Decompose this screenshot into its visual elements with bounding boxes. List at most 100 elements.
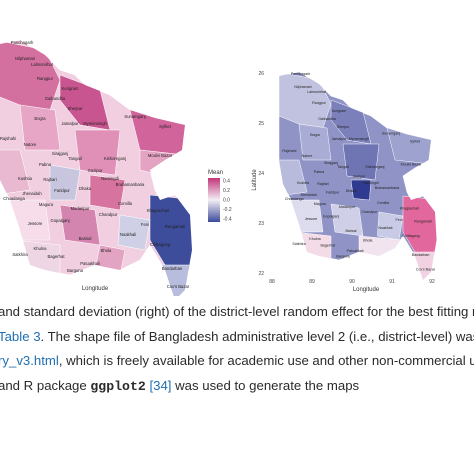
legend-tick-label: 0.2 <box>223 188 230 194</box>
district-label: Rangpur <box>312 101 327 105</box>
district-label: Satkhira <box>12 252 28 257</box>
district-label: Barisal <box>346 229 357 233</box>
district-label: Gaibandha <box>318 117 336 121</box>
url-link[interactable]: ry_v3.html <box>0 353 59 368</box>
district-label: Narsingdi <box>363 181 378 185</box>
district-label: Sunamganj <box>382 131 400 135</box>
district-label: Faridpur <box>54 188 70 193</box>
district-label: Lalmonirhat <box>307 90 326 94</box>
x-tick-label: 92 <box>429 279 435 285</box>
district-label: Gaibandha <box>45 96 66 101</box>
district-label: Jhenaidah <box>22 191 42 196</box>
legend-colorbar <box>208 178 220 222</box>
district-label: Natore <box>302 154 313 158</box>
district-label: Panchagarh <box>11 40 34 45</box>
district-label: Sirajganj <box>52 151 68 156</box>
district-label: Panchagarh <box>291 72 310 76</box>
district-label: Kushtia <box>297 181 309 185</box>
district-label: Gopalganj <box>323 215 340 219</box>
caption-text: and R package <box>0 378 91 393</box>
district-label: Bandarban <box>412 253 430 257</box>
district-label: Madaripur <box>339 205 356 209</box>
district-label: Magura <box>314 202 326 206</box>
district-label: Brahamanbaria <box>375 186 400 190</box>
district-label: Madaripur <box>71 206 90 211</box>
reference-link[interactable]: [34] <box>149 378 172 393</box>
district-label: Chandpur <box>362 210 379 214</box>
district-label: Sylhet <box>410 139 420 143</box>
x-tick-label: 88 <box>269 279 275 285</box>
district-label: Satkhira <box>292 242 305 246</box>
district-label: Jamalpur <box>61 121 79 126</box>
caption-line: and standard deviation (right) of the di… <box>0 304 474 319</box>
y-tick-label: 25 <box>258 121 264 127</box>
district-label: Rajbari <box>43 177 56 182</box>
district-label: Tangail <box>68 156 81 161</box>
y-tick-label: 24 <box>258 171 264 177</box>
district-label: Gopalganj <box>50 218 69 223</box>
legend-tick-label: 0.4 <box>223 179 230 185</box>
district-label: Magura <box>39 202 54 207</box>
district-label: Jessore <box>28 221 43 226</box>
district-label: Bagerhat <box>48 254 66 259</box>
district-label: Pabna <box>314 170 324 174</box>
district-label: Feni <box>396 218 403 222</box>
district-label: Bhola <box>101 248 112 253</box>
district-label: Jessore <box>305 217 318 221</box>
district-label: Sirajganj <box>324 161 338 165</box>
district-label: Gazipur <box>88 168 103 173</box>
caption-text: , which is freely available for academic… <box>58 353 474 368</box>
district-label: Gazipur <box>353 175 366 179</box>
legend-tick-label: -0.4 <box>223 217 232 223</box>
district-label: Sherpur <box>68 106 84 111</box>
district-label: Bandarban <box>162 266 183 271</box>
mean-map: Longitude <box>0 39 193 300</box>
district-label: Mymensingh <box>83 121 107 126</box>
district-label: Tangail <box>337 165 349 169</box>
figure: Longitude Mean 0.4 0.2 0.0 -0.2 -0.4 <box>0 39 438 300</box>
district-label: Jhenaidah <box>300 193 317 197</box>
district-label: Kushtia <box>18 176 33 181</box>
district-label: Sherpur <box>337 125 351 129</box>
x-axis-label: Longitude <box>353 287 380 293</box>
district-label: Cox's Bazar <box>167 284 190 289</box>
district-label: Lalmonirhat <box>31 62 54 67</box>
district-label: Kishoreganj <box>366 165 385 169</box>
district-label: Chittagong <box>402 234 419 238</box>
table-link[interactable]: Table 3 <box>0 329 41 344</box>
district-label: Nilphamari <box>15 56 35 61</box>
district-label: Dhaka <box>346 189 356 193</box>
district-label: Barguna <box>336 255 350 259</box>
y-axis-label: Latitude <box>252 169 258 191</box>
district-label: Barguna <box>67 268 84 273</box>
sd-map: Longitude Latitude 888990919226252423222… <box>252 71 438 293</box>
district-label: Bagerhat <box>321 243 336 247</box>
y-tick-label: 26 <box>258 71 264 77</box>
district-label: Comilla <box>377 201 389 205</box>
district-label: Kurigram <box>62 86 79 91</box>
legend-tick-label: -0.2 <box>223 207 232 213</box>
district-label: Natore <box>24 142 37 147</box>
district-label: Patuakhali <box>347 249 364 253</box>
x-tick-label: 90 <box>349 279 355 285</box>
caption-line: Table 3. The shape file of Bangladesh ad… <box>0 329 474 344</box>
district-label: Rangamati <box>414 219 432 223</box>
caption-line: and R package ggplot2 [34] was used to g… <box>0 378 359 394</box>
district-label: Moulvi Bazar <box>148 153 173 158</box>
x-axis-label: Longitude <box>82 286 109 292</box>
district-label: Bogra <box>34 116 46 121</box>
district-label: Chuadanga <box>3 196 25 201</box>
district-label: Khagrachari <box>147 208 170 213</box>
district-label: Pabna <box>39 162 52 167</box>
district-label: Khulna <box>309 237 320 241</box>
district-label: Nilphamari <box>294 85 311 89</box>
caption: and standard deviation (right) of the di… <box>0 296 474 474</box>
district-label: Sunamganj <box>124 114 145 119</box>
x-tick-label: 91 <box>389 279 395 285</box>
district-label: Rajshahi <box>0 136 16 141</box>
district-label: Chuadanga <box>285 197 304 201</box>
district-label: Feni <box>141 222 149 227</box>
district-label: Brahamanbaria <box>116 182 145 187</box>
district-label: Kishoreganj <box>104 156 126 161</box>
